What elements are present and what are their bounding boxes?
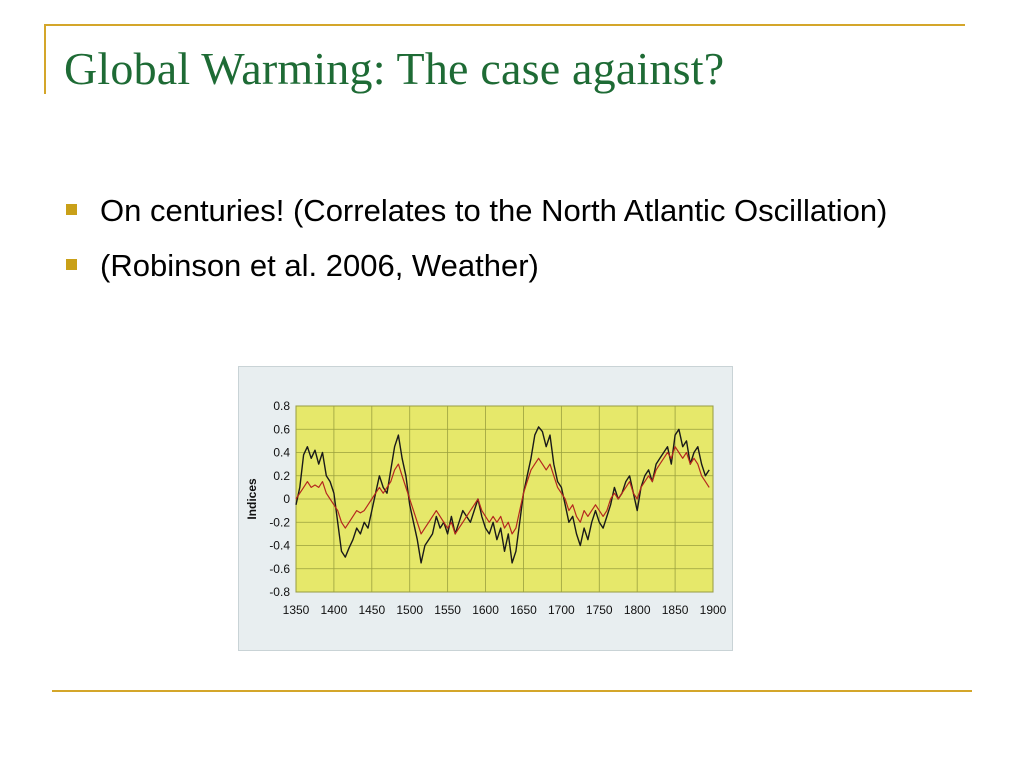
x-tick-label: 1550 [434, 603, 461, 617]
series-line-black [295, 426, 710, 564]
x-tick-label: 1450 [358, 603, 385, 617]
x-tick-label: 1500 [396, 603, 423, 617]
y-tick-label: -0.6 [269, 562, 290, 576]
y-tick-label: -0.2 [269, 515, 290, 529]
series-group [295, 426, 710, 564]
y-tick-label: 0.4 [273, 446, 290, 460]
x-tick-label: 1400 [321, 603, 348, 617]
bullet-text: On centuries! (Correlates to the North A… [100, 193, 888, 228]
frame-left-rule [44, 24, 46, 94]
x-tick-label: 1650 [510, 603, 537, 617]
slide-title: Global Warming: The case against? [64, 43, 725, 94]
y-tick-label: 0.6 [273, 422, 290, 436]
y-tick-label: -0.4 [269, 539, 290, 553]
y-tick-label: 0.8 [273, 399, 290, 413]
x-tick-label: 1750 [586, 603, 613, 617]
bullet-marker [66, 259, 77, 270]
x-tick-label: 1800 [624, 603, 651, 617]
bullet-text: (Robinson et al. 2006, Weather) [100, 248, 539, 283]
tick-labels: 0.8 0.6 0.4 0.2 0 -0.2 -0.4 -0.6 -0.8 1350 1400 145… [269, 399, 726, 617]
x-tick-label: 1850 [662, 603, 689, 617]
x-tick-label: 1700 [548, 603, 575, 617]
y-tick-label: -0.8 [269, 585, 290, 599]
bullet-marker [66, 204, 77, 215]
series-line-red [295, 446, 710, 535]
bullet-list: On centuries! (Correlates to the North A… [66, 190, 986, 300]
y-tick-label: 0 [283, 492, 290, 506]
y-axis-label: Indices [245, 478, 259, 520]
y-tick-label: 0.2 [273, 469, 290, 483]
x-tick-label: 1350 [283, 603, 310, 617]
bullet-item: (Robinson et al. 2006, Weather) [66, 245, 986, 286]
frame-top-rule [44, 24, 965, 26]
nao-index-chart: Indices 0.8 0.6 0.4 0.2 0 -0.2 -0.4 -0.6 -0.8 135… [245, 399, 727, 617]
frame-bottom-rule [52, 690, 972, 692]
chart-image: Indices 0.8 0.6 0.4 0.2 0 -0.2 -0.4 -0.6 -0.8 135… [238, 366, 733, 651]
x-tick-label: 1900 [700, 603, 727, 617]
bullet-item: On centuries! (Correlates to the North A… [66, 190, 986, 231]
x-tick-label: 1600 [472, 603, 499, 617]
